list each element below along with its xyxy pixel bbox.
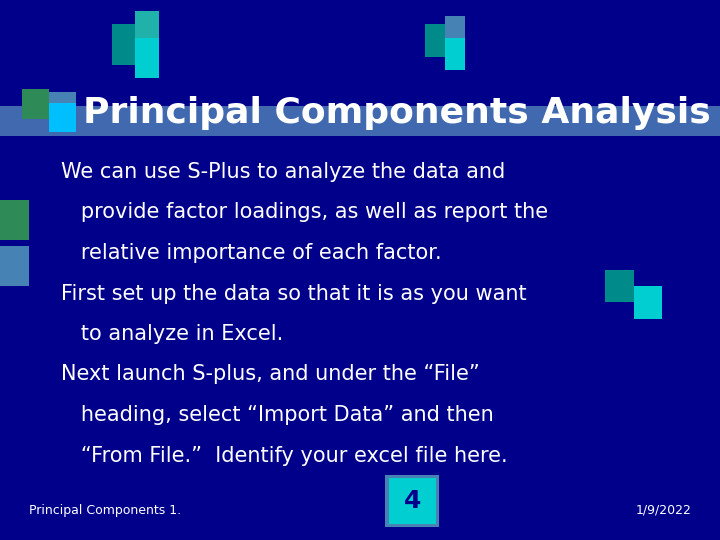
Bar xyxy=(49,103,76,132)
Bar xyxy=(135,11,159,38)
Bar xyxy=(22,89,49,119)
Bar xyxy=(0,200,29,240)
Text: relative importance of each factor.: relative importance of each factor. xyxy=(61,243,442,263)
Text: First set up the data so that it is as you want: First set up the data so that it is as y… xyxy=(61,284,527,303)
Text: to analyze in Excel.: to analyze in Excel. xyxy=(61,324,284,344)
Bar xyxy=(385,475,439,526)
Bar xyxy=(634,286,662,319)
Text: heading, select “Import Data” and then: heading, select “Import Data” and then xyxy=(61,405,494,425)
Bar xyxy=(445,16,465,38)
Text: 4: 4 xyxy=(403,489,421,513)
Bar xyxy=(0,246,29,286)
Bar xyxy=(112,24,135,65)
Text: “From File.”  Identify your excel file here.: “From File.” Identify your excel file he… xyxy=(61,446,508,465)
Text: Principal Components Analysis: Principal Components Analysis xyxy=(83,97,711,130)
Text: 1/9/2022: 1/9/2022 xyxy=(635,504,691,517)
Bar xyxy=(389,478,436,524)
Text: provide factor loadings, as well as report the: provide factor loadings, as well as repo… xyxy=(61,202,549,222)
Bar xyxy=(445,38,465,70)
Bar xyxy=(605,270,634,302)
Bar xyxy=(135,38,159,78)
Bar xyxy=(425,24,445,57)
Text: Next launch S-plus, and under the “File”: Next launch S-plus, and under the “File” xyxy=(61,364,480,384)
Text: Principal Components 1.: Principal Components 1. xyxy=(29,504,181,517)
Text: We can use S-Plus to analyze the data and: We can use S-Plus to analyze the data an… xyxy=(61,162,505,182)
Bar xyxy=(49,92,76,132)
Bar xyxy=(0,106,720,136)
